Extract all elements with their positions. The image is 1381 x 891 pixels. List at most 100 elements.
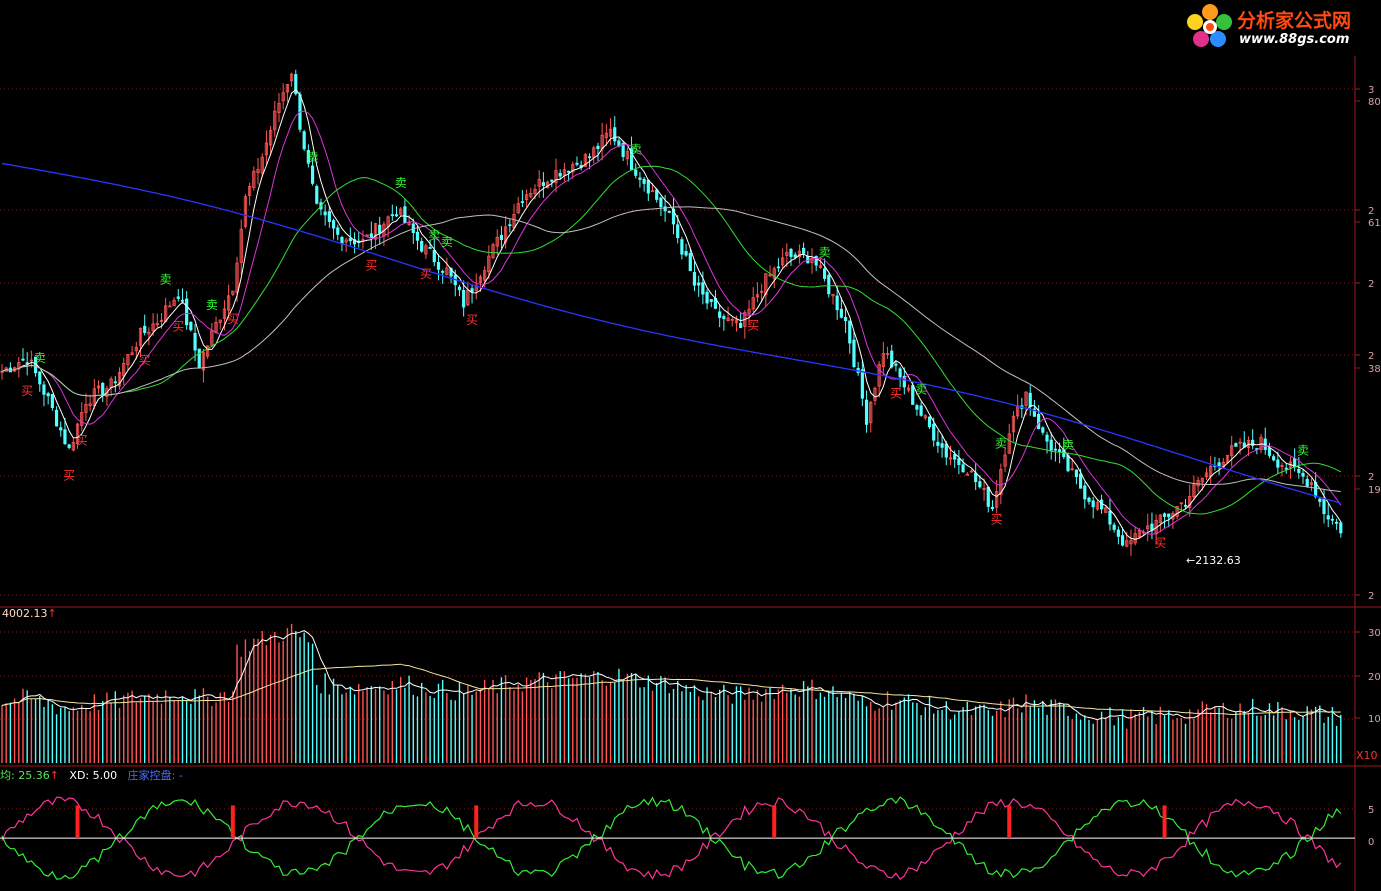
candle-body <box>822 268 827 279</box>
indicator-name[interactable]: 庄家控盘: <box>127 769 176 782</box>
buy-signal-label: 买 <box>991 513 1003 527</box>
candle-body <box>772 268 776 279</box>
candle-body <box>268 129 273 146</box>
price-tick-label: 3 <box>1368 85 1374 96</box>
candle-body <box>331 220 336 229</box>
candle-body <box>1058 449 1062 453</box>
candle-body <box>138 328 143 346</box>
candle-body <box>420 240 424 252</box>
candle-body <box>264 142 269 156</box>
candle-body <box>1104 507 1108 513</box>
candle-body <box>50 393 54 409</box>
moving-averages <box>1 88 1342 540</box>
indicator-arrow <box>474 805 479 839</box>
indicator-arrow <box>1162 805 1167 839</box>
sell-signal-label: 卖 <box>995 436 1007 450</box>
up-arrow-icon: ↑ <box>47 607 57 620</box>
candle-body <box>239 228 243 263</box>
candle-body <box>1339 522 1343 534</box>
buy-sell-signals: 买买买买买买买买买 买买买买卖卖卖卖卖卖 卖卖卖卖卖卖卖 <box>21 142 1309 550</box>
candle-body <box>399 208 403 215</box>
candle-body <box>394 214 399 217</box>
candle-body <box>84 404 88 413</box>
sell-signal-label: 卖 <box>395 176 407 190</box>
candle-body <box>1011 415 1016 433</box>
candle-body <box>927 416 932 428</box>
candle-body <box>75 423 80 444</box>
candle-body <box>210 330 214 346</box>
sell-signal-label: 卖 <box>915 382 927 396</box>
indicator-tick-label: 0 <box>1368 837 1374 848</box>
candle-body <box>499 234 504 240</box>
candle-body <box>684 251 688 256</box>
buy-signal-label: 买 <box>365 259 377 273</box>
candle-body <box>441 270 445 273</box>
candle-body <box>1301 472 1305 477</box>
candle-body <box>323 211 327 216</box>
volume-ma-lines <box>1 630 1342 721</box>
candle-body <box>982 488 986 490</box>
candle-body <box>38 371 42 385</box>
buy-signal-label: 买 <box>76 434 88 448</box>
candle-body <box>986 486 990 507</box>
candle-body <box>92 388 96 407</box>
candle-body <box>890 350 894 368</box>
sell-signal-label: 卖 <box>441 235 453 249</box>
candle-body <box>310 165 315 184</box>
sell-signal-label: 卖 <box>1297 443 1309 457</box>
candle-body <box>1326 515 1330 520</box>
candle-body <box>739 322 743 328</box>
candle-body <box>168 305 172 308</box>
candle-body <box>1049 439 1053 451</box>
candle-body <box>285 84 289 93</box>
candle-body <box>130 352 134 356</box>
candle-body <box>638 177 642 180</box>
candle-body <box>117 371 122 387</box>
candle-body <box>990 506 995 510</box>
candle-body <box>1070 468 1074 471</box>
indicator-legend: 均: 25.36↑ XD: 5.00 庄家控盘: - <box>0 767 183 783</box>
candle-body <box>1167 513 1171 518</box>
sell-signal-label: 卖 <box>307 150 319 164</box>
candle-body <box>59 427 63 431</box>
candle-body <box>1158 514 1162 524</box>
candle-body <box>923 415 927 419</box>
candle-body <box>1284 467 1288 470</box>
candle-body <box>432 250 436 263</box>
ma-30-line <box>1 165 1342 515</box>
price-tick-label: 2 <box>1368 279 1374 290</box>
candle-body <box>42 384 46 395</box>
price-tick-label: 2 <box>1368 206 1374 217</box>
candle-body <box>17 362 21 370</box>
candle-body <box>1032 408 1037 417</box>
indicator-arrows <box>75 805 1167 839</box>
sell-signal-label: 卖 <box>819 245 831 259</box>
candle-body <box>1091 500 1095 508</box>
candle-body <box>189 321 193 331</box>
candle-body <box>936 441 940 446</box>
candle-body <box>650 190 655 193</box>
candle-body <box>592 147 596 158</box>
candle-body <box>860 369 864 399</box>
candle-body <box>415 231 420 241</box>
candle-body <box>248 186 252 196</box>
candle-body <box>781 257 785 266</box>
candle-body <box>852 339 856 367</box>
candle-body <box>134 346 138 352</box>
candle-body <box>54 409 59 427</box>
candle-body <box>147 331 151 335</box>
candle-body <box>516 203 520 214</box>
candle-body <box>894 363 898 366</box>
candle-body <box>491 244 495 258</box>
site-logo: 分析家公式网 www.88gs.com <box>1185 2 1377 54</box>
candle-body <box>843 316 848 322</box>
candle-body <box>554 170 558 184</box>
candle-body <box>621 143 625 158</box>
candle-body <box>1146 525 1150 530</box>
volume-legend-value: 4002.13 <box>2 607 48 620</box>
candle-body <box>802 247 806 254</box>
buy-signal-label: 买 <box>21 384 33 398</box>
sell-signal-label: 卖 <box>1062 438 1074 452</box>
candle-body <box>613 127 617 142</box>
